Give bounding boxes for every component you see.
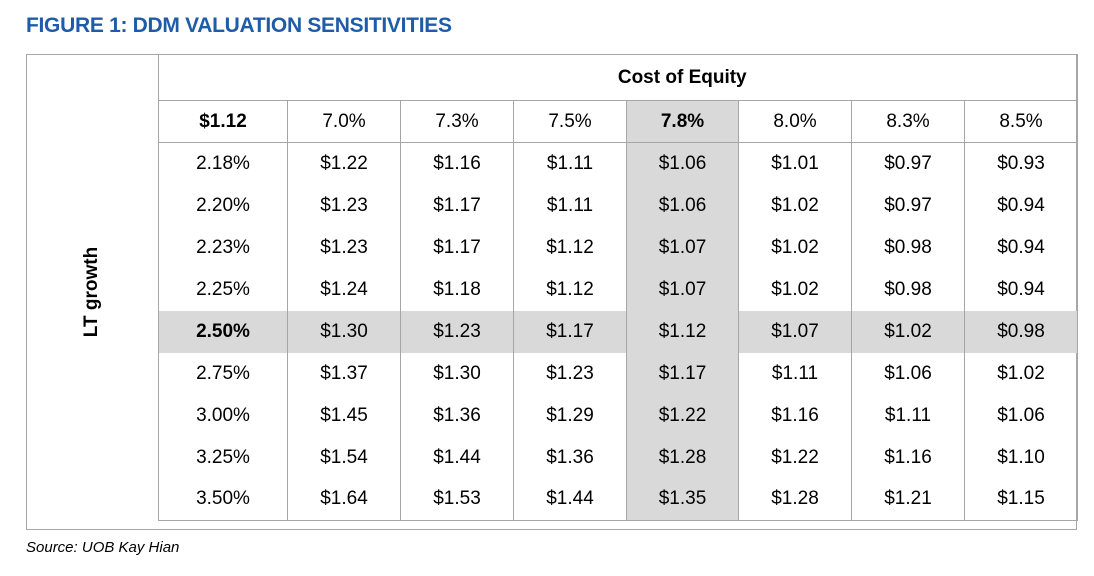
table-cell: $0.98 — [851, 268, 965, 311]
table-cell: $1.37 — [287, 352, 401, 395]
column-group-label: Cost of Equity — [287, 54, 1078, 101]
row-group-label-cell: LT growth — [26, 54, 159, 530]
table-cell: $0.97 — [851, 142, 965, 185]
row-label: 2.20% — [158, 184, 288, 227]
row-label: 3.50% — [158, 478, 288, 521]
table-cell: $1.45 — [287, 394, 401, 437]
table-cell: $1.06 — [964, 394, 1078, 437]
table-cell: $1.23 — [287, 184, 401, 227]
column-header: 7.5% — [513, 100, 627, 143]
table-cell: $1.06 — [626, 142, 739, 185]
table-cell: $1.16 — [851, 436, 965, 479]
row-label: 2.25% — [158, 268, 288, 311]
row-label: 3.25% — [158, 436, 288, 479]
table-cell: $1.06 — [626, 184, 739, 227]
column-header: 8.5% — [964, 100, 1078, 143]
table-cell: $1.36 — [513, 436, 627, 479]
table-cell: $1.07 — [626, 268, 739, 311]
table-cell: $0.94 — [964, 268, 1078, 311]
table-cell: $1.12 — [626, 310, 739, 353]
row-label: 2.50% — [158, 310, 288, 353]
table-cell: $1.02 — [738, 268, 852, 311]
table-cell: $1.02 — [851, 310, 965, 353]
table-cell: $1.11 — [851, 394, 965, 437]
table-row: 2.20% $1.23 $1.17 $1.11 $1.06 $1.02 $0.97 $0.94 — [158, 184, 1078, 227]
table-cell: $1.22 — [738, 436, 852, 479]
table-cell: $1.10 — [964, 436, 1078, 479]
table-cell: $0.98 — [964, 310, 1078, 353]
table-row: 3.25% $1.54 $1.44 $1.36 $1.28 $1.22 $1.16 $1.10 — [158, 436, 1078, 479]
row-label: 3.00% — [158, 394, 288, 437]
table-cell: $1.12 — [513, 268, 627, 311]
table-cell: $0.94 — [964, 184, 1078, 227]
table-cell: $0.94 — [964, 226, 1078, 269]
column-header: 7.8% — [626, 100, 739, 143]
table-cell: $1.11 — [513, 142, 627, 185]
table-cell: $1.24 — [287, 268, 401, 311]
table-row: 3.00% $1.45 $1.36 $1.29 $1.22 $1.16 $1.11 $1.06 — [158, 394, 1078, 437]
table-cell: $1.64 — [287, 478, 401, 521]
table-cell: $1.28 — [626, 436, 739, 479]
table-cell: $1.12 — [513, 226, 627, 269]
column-header: 8.3% — [851, 100, 965, 143]
table-cell: $1.22 — [626, 394, 739, 437]
table-cell: $1.02 — [964, 352, 1078, 395]
table-row: 2.23% $1.23 $1.17 $1.12 $1.07 $1.02 $0.98 $0.94 — [158, 226, 1078, 269]
corner-value: $1.12 — [158, 100, 288, 143]
table-cell: $0.98 — [851, 226, 965, 269]
table-row: 3.50% $1.64 $1.53 $1.44 $1.35 $1.28 $1.21 $1.15 — [158, 478, 1078, 521]
table-cell: $1.06 — [851, 352, 965, 395]
table-row: 2.25% $1.24 $1.18 $1.12 $1.07 $1.02 $0.98 $0.94 — [158, 268, 1078, 311]
figure-title: FIGURE 1: DDM VALUATION SENSITIVITIES — [26, 14, 452, 37]
table-cell: $1.17 — [626, 352, 739, 395]
row-label: 2.75% — [158, 352, 288, 395]
table-cell: $1.23 — [287, 226, 401, 269]
column-header: 7.3% — [400, 100, 514, 143]
row-group-label: LT growth — [81, 246, 103, 338]
table-cell: $1.53 — [400, 478, 514, 521]
table-cell: $1.54 — [287, 436, 401, 479]
table-cell: $1.21 — [851, 478, 965, 521]
column-header: 7.0% — [287, 100, 401, 143]
table-cell: $1.44 — [513, 478, 627, 521]
table-cell: $0.97 — [851, 184, 965, 227]
table-row: 2.75% $1.37 $1.30 $1.23 $1.17 $1.11 $1.06 $1.02 — [158, 352, 1078, 395]
column-header: 8.0% — [738, 100, 852, 143]
table-row: 2.50% $1.30 $1.23 $1.17 $1.12 $1.07 $1.02 $0.98 — [158, 310, 1078, 353]
table-cell: $1.18 — [400, 268, 514, 311]
table-cell: $1.16 — [400, 142, 514, 185]
table-cell: $1.11 — [738, 352, 852, 395]
table-cell: $1.07 — [626, 226, 739, 269]
table-cell: $1.02 — [738, 226, 852, 269]
table-cell: $1.15 — [964, 478, 1078, 521]
table-cell: $1.01 — [738, 142, 852, 185]
column-group-spacer — [158, 54, 288, 101]
table-cell: $1.02 — [738, 184, 852, 227]
sensitivity-table: Cost of Equity $1.12 7.0% 7.3% 7.5% 7.8% 8.0… — [158, 54, 1078, 521]
table-row: 2.18% $1.22 $1.16 $1.11 $1.06 $1.01 $0.97 $0.93 — [158, 142, 1078, 185]
table-cell: $1.17 — [513, 310, 627, 353]
source-note: Source: UOB Kay Hian — [26, 539, 180, 556]
table-cell: $1.07 — [738, 310, 852, 353]
table-cell: $1.17 — [400, 226, 514, 269]
column-header-row: $1.12 7.0% 7.3% 7.5% 7.8% 8.0% 8.3% 8.5% — [158, 100, 1078, 143]
table-cell: $1.30 — [400, 352, 514, 395]
table-cell: $0.93 — [964, 142, 1078, 185]
table-cell: $1.22 — [287, 142, 401, 185]
row-label: 2.23% — [158, 226, 288, 269]
table-cell: $1.29 — [513, 394, 627, 437]
table-cell: $1.11 — [513, 184, 627, 227]
table-cell: $1.30 — [287, 310, 401, 353]
table-cell: $1.16 — [738, 394, 852, 437]
row-label: 2.18% — [158, 142, 288, 185]
table-cell: $1.36 — [400, 394, 514, 437]
table-cell: $1.17 — [400, 184, 514, 227]
column-group-header-row: Cost of Equity — [158, 54, 1078, 101]
table-cell: $1.44 — [400, 436, 514, 479]
table-cell: $1.35 — [626, 478, 739, 521]
table-cell: $1.23 — [400, 310, 514, 353]
table-cell: $1.23 — [513, 352, 627, 395]
table-cell: $1.28 — [738, 478, 852, 521]
